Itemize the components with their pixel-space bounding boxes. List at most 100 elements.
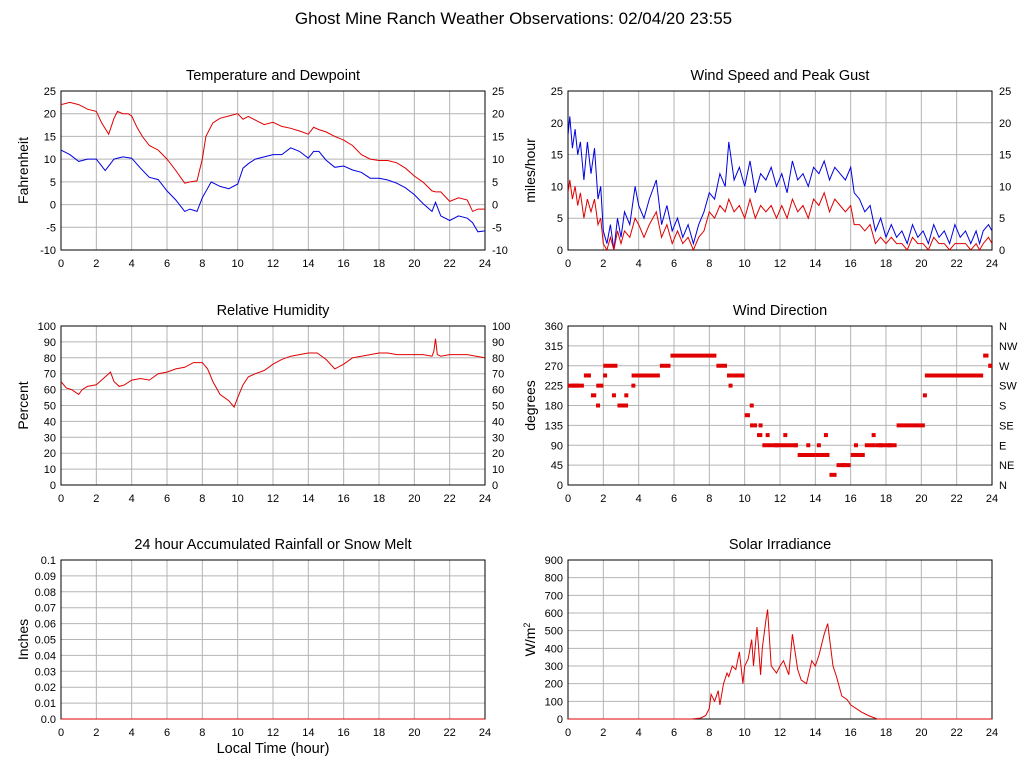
x-tick-label: 20 bbox=[915, 727, 927, 739]
y-tick-label: 0.02 bbox=[35, 682, 56, 694]
data-point bbox=[585, 373, 590, 378]
y-tick-label: 0.08 bbox=[35, 587, 56, 599]
x-axis-label: Local Time (hour) bbox=[217, 741, 330, 757]
y-right-tick-label: -10 bbox=[492, 245, 508, 257]
x-tick-label: 24 bbox=[479, 258, 491, 270]
y-tick-label: 500 bbox=[545, 626, 563, 638]
data-point bbox=[631, 383, 636, 388]
x-tick-label: 12 bbox=[267, 493, 279, 505]
data-point bbox=[887, 443, 892, 448]
y-right-tick-label: 40 bbox=[492, 416, 504, 428]
data-point bbox=[603, 373, 608, 378]
x-tick-label: 6 bbox=[671, 258, 677, 270]
x-tick-label: 4 bbox=[636, 493, 642, 505]
y-tick-label: 0.06 bbox=[35, 619, 56, 631]
chart-rain: 24 hour Accumulated Rainfall or Snow Mel… bbox=[15, 537, 491, 739]
y-tick-label: 20 bbox=[44, 109, 56, 121]
x-tick-label: 14 bbox=[809, 493, 821, 505]
y-tick-label: 90 bbox=[551, 440, 563, 452]
y-right-tick-label: 10 bbox=[492, 154, 504, 166]
y-right-tick-label: 10 bbox=[492, 464, 504, 476]
x-tick-label: 24 bbox=[986, 258, 998, 270]
y-tick-label: 25 bbox=[44, 86, 56, 98]
y-right-tick-label: N bbox=[999, 321, 1007, 333]
data-point bbox=[735, 373, 740, 378]
x-tick-label: 10 bbox=[739, 493, 751, 505]
y-right-tick-label: S bbox=[999, 401, 1006, 413]
y-tick-label: 10 bbox=[44, 464, 56, 476]
y-tick-label: 80 bbox=[44, 353, 56, 365]
y-tick-label: 135 bbox=[545, 420, 563, 432]
y-tick-label: 15 bbox=[551, 150, 563, 162]
y-tick-label: 0.03 bbox=[35, 666, 56, 678]
x-tick-label: 14 bbox=[302, 493, 314, 505]
y-right-tick-label: 15 bbox=[492, 131, 504, 143]
y-tick-label: 200 bbox=[545, 679, 563, 691]
y-tick-label: 700 bbox=[545, 590, 563, 602]
page-title: Ghost Mine Ranch Weather Observations: 0… bbox=[294, 9, 733, 28]
series-line-0 bbox=[568, 609, 992, 720]
x-tick-label: 24 bbox=[986, 727, 998, 739]
y-tick-label: 800 bbox=[545, 573, 563, 585]
x-tick-label: 12 bbox=[267, 258, 279, 270]
y-tick-label: 15 bbox=[44, 131, 56, 143]
x-tick-label: 12 bbox=[774, 727, 786, 739]
y-tick-label: 90 bbox=[44, 337, 56, 349]
x-tick-label: 0 bbox=[565, 727, 571, 739]
x-tick-label: 22 bbox=[444, 493, 456, 505]
y-right-tick-label: 0 bbox=[492, 200, 498, 212]
x-tick-label: 16 bbox=[845, 258, 857, 270]
y-axis-label: Percent bbox=[15, 381, 31, 429]
x-tick-label: 14 bbox=[302, 258, 314, 270]
x-tick-label: 20 bbox=[408, 493, 420, 505]
y-tick-label: 5 bbox=[50, 177, 56, 189]
x-tick-label: 0 bbox=[58, 493, 64, 505]
data-point bbox=[783, 433, 788, 438]
y-axis-label: miles/hour bbox=[522, 138, 538, 203]
y-tick-label: 0.07 bbox=[35, 603, 56, 615]
x-tick-label: 2 bbox=[600, 493, 606, 505]
x-tick-label: 0 bbox=[565, 493, 571, 505]
x-tick-label: 18 bbox=[373, 727, 385, 739]
x-tick-label: 24 bbox=[479, 493, 491, 505]
data-point bbox=[611, 393, 616, 398]
y-tick-label: 300 bbox=[545, 661, 563, 673]
y-tick-label: 270 bbox=[545, 361, 563, 373]
data-point bbox=[988, 363, 992, 368]
x-tick-label: 12 bbox=[774, 493, 786, 505]
x-tick-label: 16 bbox=[845, 727, 857, 739]
y-tick-label: 70 bbox=[44, 369, 56, 381]
x-tick-label: 6 bbox=[671, 727, 677, 739]
data-point bbox=[574, 383, 579, 388]
data-point bbox=[638, 373, 643, 378]
y-tick-label: 0.05 bbox=[35, 635, 56, 647]
plot-frame bbox=[567, 559, 993, 720]
series-line-1 bbox=[568, 179, 992, 251]
y-tick-label: 0 bbox=[557, 480, 563, 492]
y-tick-label: 45 bbox=[551, 460, 563, 472]
y-tick-label: 0.01 bbox=[35, 698, 56, 710]
y-right-tick-label: 80 bbox=[492, 353, 504, 365]
y-tick-label: 10 bbox=[44, 154, 56, 166]
data-point bbox=[816, 443, 821, 448]
y-axis-label: W/m2 bbox=[522, 623, 538, 657]
x-tick-label: 12 bbox=[774, 258, 786, 270]
y-tick-label: 400 bbox=[545, 643, 563, 655]
plot-frame bbox=[60, 325, 486, 486]
y-tick-label: 60 bbox=[44, 385, 56, 397]
y-tick-label: 225 bbox=[545, 381, 563, 393]
y-tick-label: 50 bbox=[44, 401, 56, 413]
series-line-0 bbox=[61, 101, 485, 213]
x-tick-label: 14 bbox=[809, 727, 821, 739]
y-right-tick-label: 5 bbox=[999, 213, 1005, 225]
y-tick-label: 40 bbox=[44, 416, 56, 428]
x-tick-label: 18 bbox=[880, 727, 892, 739]
chart-title: Solar Irradiance bbox=[729, 537, 831, 553]
y-right-tick-label: W bbox=[999, 361, 1010, 373]
data-point bbox=[922, 393, 927, 398]
